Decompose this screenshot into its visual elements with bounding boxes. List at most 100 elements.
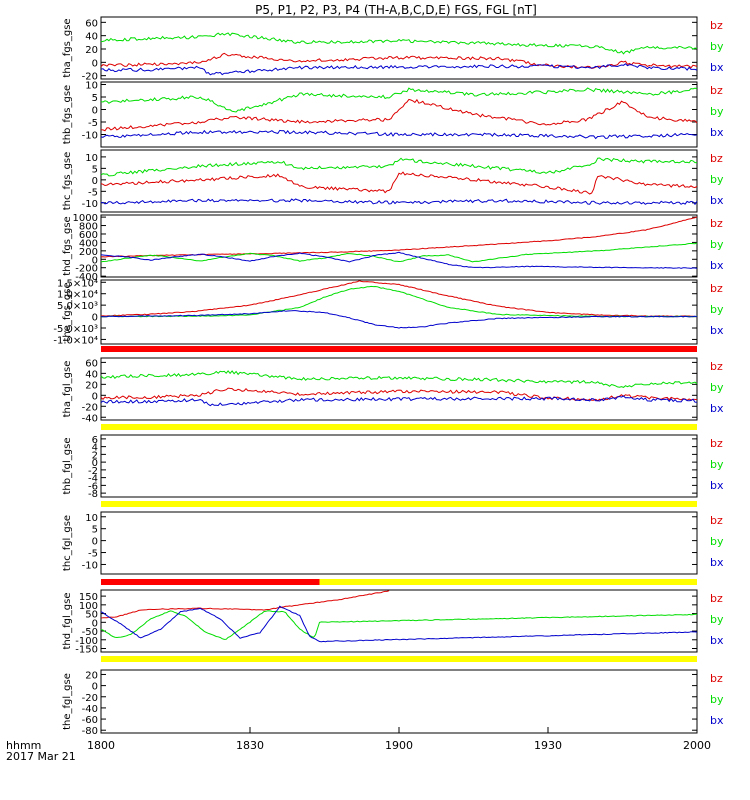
panel-frame xyxy=(100,16,698,80)
y-tick-label: -40 xyxy=(82,704,98,715)
y-tick-label: 40 xyxy=(85,32,98,43)
legend-bx: bx xyxy=(710,259,724,272)
legend-by: by xyxy=(710,381,724,394)
panel-ylabel: thd_fgs_gse xyxy=(62,216,73,275)
bar-thd-fgl xyxy=(101,656,697,662)
x-tick-label: 1930 xyxy=(534,739,562,752)
series-bx-line xyxy=(100,251,698,269)
y-tick-label: 150 xyxy=(79,592,98,603)
series-by-line xyxy=(100,370,698,388)
y-tick-label: 100 xyxy=(79,601,98,612)
legend-by: by xyxy=(710,535,724,548)
series-bx-line xyxy=(100,198,698,206)
bar-tha-fgl xyxy=(101,424,697,430)
y-tick-label: -1.0×10⁴ xyxy=(53,335,98,346)
date-label: 2017 Mar 21 xyxy=(6,750,76,763)
panel-ylabel: tha_fgl_gse xyxy=(62,361,73,418)
flag-bar-segment xyxy=(101,501,697,507)
time-format-label: hhmm xyxy=(6,739,41,752)
series-bz-line xyxy=(100,98,698,132)
y-tick-label: 6 xyxy=(92,435,98,446)
legend-bz: bz xyxy=(710,437,723,450)
panel-ylabel: the_fgl_gse xyxy=(62,673,73,730)
panel-ylabel: thc_fgl_gse xyxy=(62,515,73,571)
panel-frame xyxy=(100,669,698,734)
y-tick-label: 400 xyxy=(79,238,98,249)
y-tick-label: -400 xyxy=(75,272,98,283)
legend-bx: bx xyxy=(710,126,724,139)
panel-thb_fgs_gse: -10 -50 510 thb_fgs_gse bz by bx xyxy=(62,81,724,148)
legend-bx: bx xyxy=(710,479,724,492)
time-axis: 1800 1830 1900 1930 2000 xyxy=(87,727,711,752)
y-tick-label: -20 xyxy=(82,72,98,83)
panel-frame xyxy=(100,149,698,213)
panel-ylabel: thd_fgl_gse xyxy=(62,593,73,650)
series-bz-line xyxy=(100,171,698,195)
y-tick-label: -40 xyxy=(82,413,98,424)
y-tick-label: 1.5×10⁴ xyxy=(57,278,98,289)
y-tick-label: -20 xyxy=(82,693,98,704)
y-tick-label: -20 xyxy=(82,402,98,413)
legend-bz: bz xyxy=(710,217,723,230)
panel-frame xyxy=(100,81,698,148)
legend-bx: bx xyxy=(710,634,724,647)
y-tick-label: -5 xyxy=(88,118,98,129)
series-bz-line xyxy=(100,590,390,619)
series-by-line xyxy=(100,242,698,263)
y-tick-label: 10 xyxy=(85,513,98,524)
y-tick-label: 60 xyxy=(85,358,98,369)
legend-by: by xyxy=(710,613,724,626)
y-tick-label: -10 xyxy=(82,131,98,142)
y-tick-label: 200 xyxy=(79,247,98,258)
y-tick-label: 0 xyxy=(92,58,98,69)
legend-bz: bz xyxy=(710,514,723,527)
y-tick-label: 0 xyxy=(92,313,98,324)
panel-ylabel: thb_fgl_gse xyxy=(62,438,73,495)
y-tick-label: 5.0×10³ xyxy=(57,301,98,312)
y-tick-label: 0 xyxy=(92,682,98,693)
y-tick-label: 5 xyxy=(92,525,98,536)
y-tick-label: -80 xyxy=(82,726,98,737)
legend-by: by xyxy=(710,303,724,316)
y-tick-label: 20 xyxy=(85,380,98,391)
y-tick-label: 10 xyxy=(85,153,98,164)
y-tick-label: 1000 xyxy=(73,213,98,224)
x-tick-label: 1800 xyxy=(87,739,115,752)
flag-bars-layer xyxy=(101,346,697,662)
y-tick-label: 0 xyxy=(92,618,98,629)
y-tick-label: -5 xyxy=(88,549,98,560)
y-tick-label: -150 xyxy=(75,645,98,656)
y-tick-label: -6 xyxy=(88,481,98,492)
legend-bx: bx xyxy=(710,402,724,415)
bar-the-fgs xyxy=(101,346,697,352)
panel-ylabel: the_fgs_gse xyxy=(62,282,73,341)
series-bz-line xyxy=(100,387,698,402)
legend-bx: bx xyxy=(710,61,724,74)
series-by-line xyxy=(100,87,698,113)
y-tick-label: 5 xyxy=(92,93,98,104)
series-bz-line xyxy=(100,52,698,70)
legend-bx: bx xyxy=(710,324,724,337)
y-tick-label: 20 xyxy=(85,670,98,681)
x-tick-label: 1900 xyxy=(385,739,413,752)
y-tick-label: 600 xyxy=(79,230,98,241)
y-tick-label: -10 xyxy=(82,560,98,571)
series-bx-line xyxy=(100,310,698,329)
series-bx-line xyxy=(100,395,698,407)
legend-bx: bx xyxy=(710,194,724,207)
y-tick-label: -200 xyxy=(75,264,98,275)
y-tick-label: 4 xyxy=(92,443,98,454)
legend-bx: bx xyxy=(710,714,724,727)
series-by-line xyxy=(100,157,697,177)
series-by-line xyxy=(100,610,697,640)
panel-the_fgs_gse: -1.0×10⁴-5.0×10³05.0×10³1.0×10⁴1.5×10⁴th… xyxy=(53,278,724,346)
legend-by: by xyxy=(710,238,724,251)
legend-by: by xyxy=(710,693,724,706)
flag-bar-segment xyxy=(101,424,697,430)
series-bx-line xyxy=(100,129,698,140)
legend-bz: bz xyxy=(710,592,723,605)
legend-bz: bz xyxy=(710,672,723,685)
